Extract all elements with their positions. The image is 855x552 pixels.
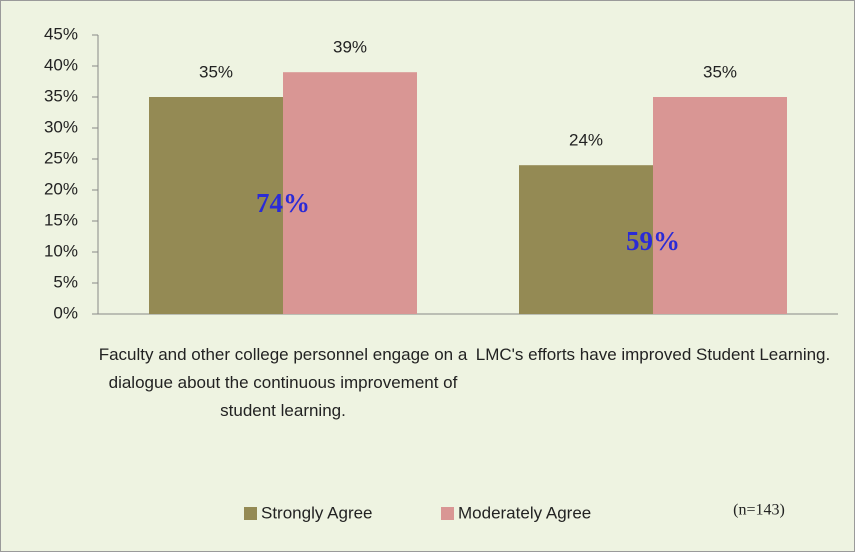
legend-label: Moderately Agree bbox=[458, 503, 591, 522]
bar bbox=[519, 165, 653, 314]
y-tick-label: 0% bbox=[53, 303, 78, 322]
y-tick-label: 10% bbox=[44, 241, 78, 260]
y-tick-label: 30% bbox=[44, 117, 78, 136]
annotation: 74% bbox=[256, 188, 310, 218]
y-tick-label: 20% bbox=[44, 179, 78, 198]
data-label: 35% bbox=[703, 62, 737, 81]
sample-size: (n=143) bbox=[733, 502, 785, 519]
legend-swatch bbox=[441, 507, 454, 520]
y-tick-label: 15% bbox=[44, 210, 78, 229]
y-tick-label: 35% bbox=[44, 86, 78, 105]
y-tick-label: 5% bbox=[53, 272, 78, 291]
legend-swatch bbox=[244, 507, 257, 520]
x-tick-label: Faculty and other college personnel enga… bbox=[98, 345, 468, 420]
data-label: 24% bbox=[569, 131, 603, 150]
y-tick-label: 25% bbox=[44, 148, 78, 167]
data-label: 35% bbox=[199, 62, 233, 81]
x-tick-label: LMC's efforts have improved Student Lear… bbox=[475, 345, 831, 364]
legend-label: Strongly Agree bbox=[261, 503, 373, 522]
y-tick-label: 45% bbox=[44, 24, 78, 43]
bar bbox=[149, 97, 283, 314]
data-label: 39% bbox=[333, 38, 367, 57]
bar bbox=[283, 72, 417, 314]
annotation: 59% bbox=[626, 226, 680, 256]
y-tick-label: 40% bbox=[44, 55, 78, 74]
bar bbox=[653, 97, 787, 314]
